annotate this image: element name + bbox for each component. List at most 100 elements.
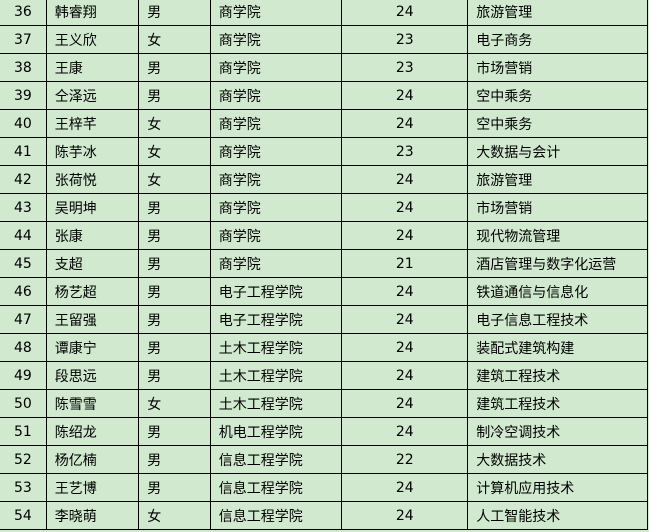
table-row: 41 陈芋冰女商学院 23 大数据与会计 bbox=[0, 137, 648, 166]
college-cell: 机电工程学院 bbox=[209, 417, 343, 446]
college-cell: 电子工程学院 bbox=[209, 277, 343, 306]
college-cell: 商学院 bbox=[209, 221, 343, 250]
gender-cell: 男 bbox=[138, 81, 211, 110]
college-cell: 土木工程学院 bbox=[209, 333, 343, 362]
college-cell: 商学院 bbox=[209, 81, 343, 110]
grade-cell: 24 bbox=[341, 0, 469, 26]
major-cell: 电子信息工程技术 bbox=[467, 305, 648, 334]
table-row: 52 杨亿楠男信息工程学院 22 大数据技术 bbox=[0, 445, 648, 474]
student-name-cell: 韩睿翔 bbox=[45, 0, 140, 26]
grade-cell: 24 bbox=[341, 501, 469, 530]
table-row: 51 陈绍龙男机电工程学院 24 制冷空调技术 bbox=[0, 417, 648, 446]
row-number-cell: 36 bbox=[0, 0, 47, 26]
college-cell: 商学院 bbox=[209, 249, 343, 278]
row-number-cell: 46 bbox=[0, 277, 47, 306]
major-cell: 市场营销 bbox=[467, 193, 648, 222]
student-name-cell: 张康 bbox=[45, 221, 140, 250]
row-number-cell: 37 bbox=[0, 25, 47, 54]
grade-cell: 24 bbox=[341, 417, 469, 446]
row-number-cell: 52 bbox=[0, 445, 47, 474]
grade-cell: 24 bbox=[341, 305, 469, 334]
table-row: 46 杨艺超男电子工程学院 24 铁道通信与信息化 bbox=[0, 277, 648, 306]
major-cell: 酒店管理与数字化运营 bbox=[467, 249, 648, 278]
gender-cell: 男 bbox=[138, 221, 211, 250]
grade-cell: 24 bbox=[341, 361, 469, 390]
row-number-cell: 48 bbox=[0, 333, 47, 362]
college-cell: 商学院 bbox=[209, 165, 343, 194]
gender-cell: 女 bbox=[138, 25, 211, 54]
student-name-cell: 王梓芊 bbox=[45, 109, 140, 138]
college-cell: 土木工程学院 bbox=[209, 361, 343, 390]
college-cell: 商学院 bbox=[209, 0, 343, 26]
student-name-cell: 王留强 bbox=[45, 305, 140, 334]
row-number-cell: 49 bbox=[0, 361, 47, 390]
grade-cell: 24 bbox=[341, 277, 469, 306]
grade-cell: 24 bbox=[341, 165, 469, 194]
row-number-cell: 42 bbox=[0, 165, 47, 194]
college-cell: 信息工程学院 bbox=[209, 501, 343, 530]
student-name-cell: 段思远 bbox=[45, 361, 140, 390]
student-name-cell: 王康 bbox=[45, 53, 140, 82]
grade-cell: 24 bbox=[341, 193, 469, 222]
table-row: 39 仝泽远男商学院 24 空中乘务 bbox=[0, 81, 648, 110]
row-number-cell: 39 bbox=[0, 81, 47, 110]
row-number-cell: 40 bbox=[0, 109, 47, 138]
row-number-cell: 45 bbox=[0, 249, 47, 278]
student-name-cell: 杨亿楠 bbox=[45, 445, 140, 474]
major-cell: 旅游管理 bbox=[467, 165, 648, 194]
grade-cell: 23 bbox=[341, 53, 469, 82]
major-cell: 现代物流管理 bbox=[467, 221, 648, 250]
college-cell: 商学院 bbox=[209, 193, 343, 222]
gender-cell: 男 bbox=[138, 445, 211, 474]
grade-cell: 24 bbox=[341, 109, 469, 138]
student-name-cell: 陈芋冰 bbox=[45, 137, 140, 166]
student-name-cell: 王艺博 bbox=[45, 473, 140, 502]
row-number-cell: 54 bbox=[0, 501, 47, 530]
grade-cell: 22 bbox=[341, 445, 469, 474]
major-cell: 人工智能技术 bbox=[467, 501, 648, 530]
grade-cell: 21 bbox=[341, 249, 469, 278]
table-row: 37 王义欣女商学院 23 电子商务 bbox=[0, 25, 648, 54]
row-number-cell: 43 bbox=[0, 193, 47, 222]
grade-cell: 23 bbox=[341, 137, 469, 166]
student-name-cell: 陈绍龙 bbox=[45, 417, 140, 446]
gender-cell: 男 bbox=[138, 417, 211, 446]
grade-cell: 24 bbox=[341, 81, 469, 110]
gender-cell: 男 bbox=[138, 361, 211, 390]
major-cell: 空中乘务 bbox=[467, 81, 648, 110]
gender-cell: 女 bbox=[138, 165, 211, 194]
student-name-cell: 谭康宁 bbox=[45, 333, 140, 362]
student-name-cell: 陈雪雪 bbox=[45, 389, 140, 418]
gender-cell: 男 bbox=[138, 333, 211, 362]
table-row: 42 张荷悦女商学院 24 旅游管理 bbox=[0, 165, 648, 194]
table-row: 45 支超男商学院 21 酒店管理与数字化运营 bbox=[0, 249, 648, 278]
major-cell: 建筑工程技术 bbox=[467, 389, 648, 418]
table-row: 36 韩睿翔男商学院 24 旅游管理 bbox=[0, 0, 648, 26]
table-row: 49 段思远男土木工程学院 24 建筑工程技术 bbox=[0, 361, 648, 390]
major-cell: 市场营销 bbox=[467, 53, 648, 82]
college-cell: 信息工程学院 bbox=[209, 473, 343, 502]
gender-cell: 男 bbox=[138, 473, 211, 502]
gender-cell: 女 bbox=[138, 109, 211, 138]
major-cell: 铁道通信与信息化 bbox=[467, 277, 648, 306]
major-cell: 电子商务 bbox=[467, 25, 648, 54]
student-name-cell: 支超 bbox=[45, 249, 140, 278]
major-cell: 装配式建筑构建 bbox=[467, 333, 648, 362]
grade-cell: 24 bbox=[341, 473, 469, 502]
gender-cell: 女 bbox=[138, 137, 211, 166]
major-cell: 计算机应用技术 bbox=[467, 473, 648, 502]
college-cell: 商学院 bbox=[209, 137, 343, 166]
student-name-cell: 王义欣 bbox=[45, 25, 140, 54]
gender-cell: 男 bbox=[138, 277, 211, 306]
gender-cell: 男 bbox=[138, 0, 211, 26]
grade-cell: 23 bbox=[341, 25, 469, 54]
row-number-cell: 51 bbox=[0, 417, 47, 446]
table-row: 40 王梓芊女商学院 24 空中乘务 bbox=[0, 109, 648, 138]
student-name-cell: 杨艺超 bbox=[45, 277, 140, 306]
grade-cell: 24 bbox=[341, 333, 469, 362]
student-name-cell: 张荷悦 bbox=[45, 165, 140, 194]
major-cell: 旅游管理 bbox=[467, 0, 648, 26]
table-row: 50 陈雪雪女土木工程学院 24 建筑工程技术 bbox=[0, 389, 648, 418]
major-cell: 建筑工程技术 bbox=[467, 361, 648, 390]
